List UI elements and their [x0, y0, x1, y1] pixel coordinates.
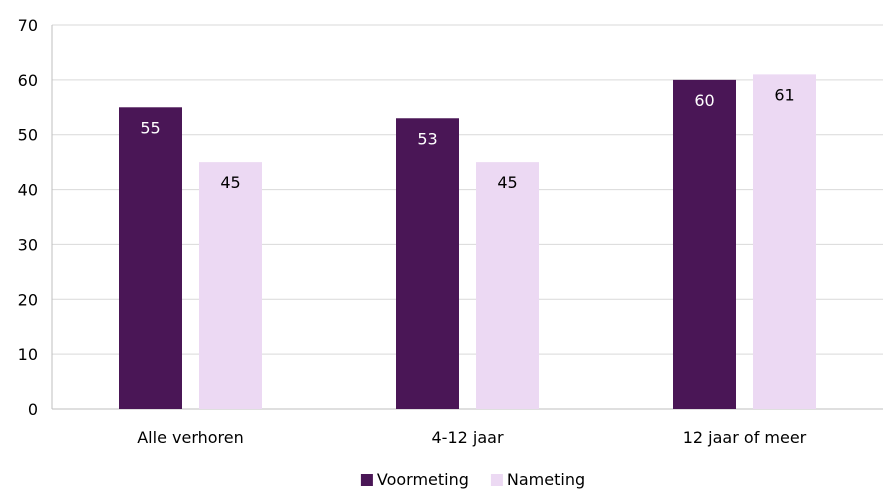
y-tick-label: 70 — [18, 16, 38, 35]
legend: Voormeting Nameting — [360, 470, 585, 489]
data-labels: 55 45 53 45 60 61 — [140, 85, 794, 192]
data-label: 45 — [497, 173, 517, 192]
y-tick-label: 0 — [28, 400, 38, 419]
legend-swatch — [490, 474, 503, 486]
data-label: 53 — [417, 129, 437, 148]
bar-voormeting — [673, 79, 736, 409]
y-axis-ticks: 0 10 20 30 40 50 60 70 — [18, 16, 38, 419]
bar-voormeting — [396, 118, 459, 409]
y-tick-label: 30 — [18, 235, 38, 254]
legend-label: Voormeting — [377, 470, 469, 489]
category-label: 12 jaar of meer — [683, 428, 807, 447]
y-tick-label: 20 — [18, 290, 38, 309]
legend-label: Nameting — [507, 470, 585, 489]
y-tick-label: 60 — [18, 71, 38, 90]
legend-swatch — [360, 474, 373, 486]
data-label: 60 — [694, 91, 714, 110]
y-tick-label: 10 — [18, 345, 38, 364]
category-label: 4-12 jaar — [431, 428, 503, 447]
category-label: Alle verhoren — [137, 428, 244, 447]
gridlines — [52, 24, 883, 355]
data-label: 55 — [140, 118, 160, 137]
x-axis-categories: Alle verhoren 4-12 jaar 12 jaar of meer — [137, 428, 806, 447]
data-label: 45 — [220, 173, 240, 192]
bar-nameting — [199, 162, 262, 409]
bar-nameting — [753, 74, 816, 409]
y-tick-label: 40 — [18, 181, 38, 200]
axes — [51, 25, 883, 410]
data-label: 61 — [774, 85, 794, 104]
y-tick-label: 50 — [18, 126, 38, 145]
bar-voormeting — [119, 107, 182, 410]
bars — [119, 74, 816, 410]
bar-nameting — [476, 162, 539, 409]
